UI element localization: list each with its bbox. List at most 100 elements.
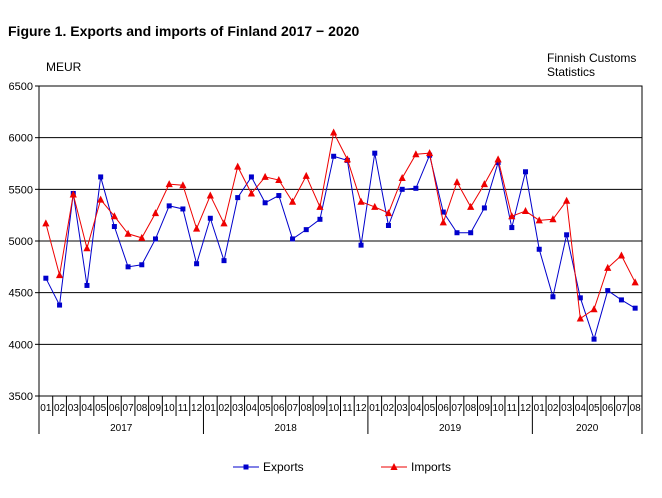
x-tick-label: 12 [191,403,203,414]
x-tick-label: 03 [397,403,409,414]
exports-point [591,336,597,342]
exports-point [43,275,49,281]
year-label: 2020 [576,423,599,434]
x-tick-label: 05 [424,403,436,414]
x-tick-label: 11 [178,403,189,414]
x-tick-label: 01 [205,403,217,414]
imports-point [138,233,146,241]
imports-point [275,176,283,184]
imports-point [480,180,488,188]
exports-point [440,209,446,215]
x-tick-label: 03 [68,403,80,414]
exports-legend-label: Exports [263,460,304,474]
x-tick-label: 06 [273,403,285,414]
imports-point [165,180,173,188]
imports-point [110,212,118,220]
source-note: Finnish Customs Statistics [547,51,636,79]
x-tick-label: 09 [150,403,162,414]
y-tick-label: 4500 [9,288,33,300]
x-axis: 01 02 03 04 05 06 07 08 09 10 11 12 01 02 03 04 05 06 07 08… [38,396,643,434]
x-tick-label: 02 [218,403,230,414]
x-tick-label: 08 [465,403,477,414]
x-tick-label: 02 [54,403,66,414]
imports-point [508,212,516,220]
imports-point [69,190,77,198]
y-axis-unit-label: MEUR [46,60,82,74]
imports-legend-marker [390,463,398,470]
imports-point [220,219,228,227]
imports-point [97,195,105,203]
exports-point [454,230,460,236]
imports-point [124,229,132,237]
exports-point [413,185,419,191]
imports-point [425,149,434,157]
imports-point [604,263,612,271]
y-tick-label: 5500 [9,184,33,196]
imports-point [234,162,242,170]
exports-point [262,200,268,206]
y-tick-label: 3500 [9,391,33,403]
exports-point [358,242,364,248]
exports-point [495,159,501,165]
x-tick-label: 12 [355,403,367,414]
exports-point [385,223,391,228]
x-tick-label: 10 [164,403,176,414]
exports-point [303,227,309,233]
series-group [42,128,639,342]
x-tick-label: 04 [410,403,422,414]
x-tick-label: 10 [493,403,505,414]
year-label: 2018 [275,423,298,434]
y-tick-label: 5000 [9,236,33,248]
exports-point [618,297,624,303]
x-tick-label: 07 [123,403,135,414]
x-tick-label: 07 [616,403,628,414]
chart-title: Figure 1. Exports and imports of Finland… [8,23,360,39]
exports-point [481,205,487,211]
imports-point [83,244,91,252]
imports-point [439,218,447,226]
imports-point [357,197,365,205]
exports-point [152,236,158,242]
x-tick-label: 08 [136,403,148,414]
x-tick-label: 07 [451,403,463,414]
x-tick-label: 03 [232,403,244,414]
exports-point [139,262,145,268]
exports-line [45,153,636,341]
x-tick-label: 04 [81,403,93,414]
imports-point [193,224,201,232]
imports-point [563,196,571,204]
x-tick-label: 02 [383,403,395,414]
x-tick-label: 06 [602,403,614,414]
imports-point [151,209,160,217]
x-tick-label: 01 [534,403,546,414]
x-tick-label: 09 [314,403,326,414]
x-tick-label: 01 [40,403,52,414]
exports-point [550,294,556,300]
exports-point [523,169,529,175]
x-tick-label: 05 [588,403,600,414]
year-label: 2017 [110,423,133,434]
source-line-1: Finnish Customs [547,51,637,65]
exports-point [248,174,254,180]
x-tick-label: 06 [438,403,450,414]
exports-point [372,150,378,156]
exports-point [331,153,337,159]
exports-point [536,246,542,252]
imports-point [453,178,461,186]
exports-point [632,305,638,311]
exports-point [577,295,583,301]
x-tick-label: 04 [246,403,258,414]
imports-point [55,271,64,279]
legend: Exports Imports [233,460,451,474]
gridlines [39,137,642,345]
exports-point [111,224,117,230]
x-tick-label: 06 [109,403,121,414]
x-tick-label: 08 [301,403,313,414]
exports-point [399,186,405,192]
exports-point [235,195,241,201]
imports-point [384,209,393,217]
x-tick-label: 10 [328,403,340,414]
imports-point [261,172,269,180]
imports-point [631,278,639,286]
exports-point [57,302,63,308]
